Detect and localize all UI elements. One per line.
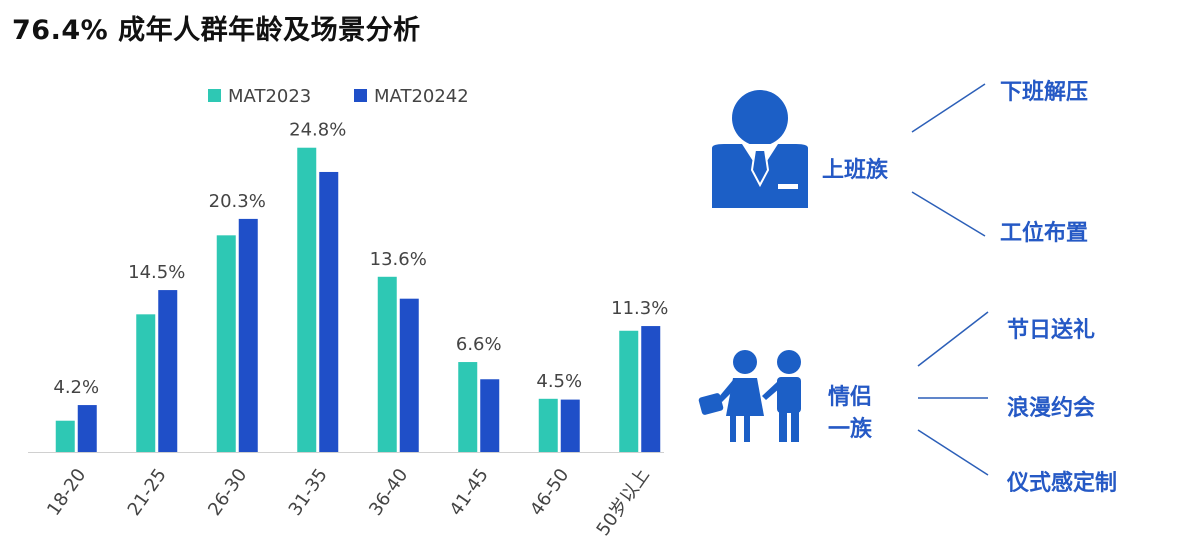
bar-mat20242-7 <box>560 399 580 452</box>
couple-icon <box>698 350 801 442</box>
scene-holiday-gifts: 节日送礼 <box>1007 318 1096 343</box>
data-label-4: 24.8% <box>289 120 346 141</box>
data-label-1: 4.2% <box>53 377 99 398</box>
bar-mat20242-3 <box>238 218 258 452</box>
scene-romantic-date: 浪漫约会 <box>1007 396 1096 421</box>
bar-mat2023-4 <box>297 147 317 452</box>
bar-mat2023-6 <box>458 362 478 452</box>
data-label-8: 11.3% <box>611 298 668 319</box>
page-title: 76.4% 成年人群年龄及场景分析 <box>12 15 421 46</box>
bar-mat2023-7 <box>538 398 558 452</box>
bar-mat20242-6 <box>480 379 500 452</box>
scene-after-work-relief: 下班解压 <box>1000 80 1089 105</box>
legend-swatch-1 <box>208 89 221 102</box>
bar-mat2023-2 <box>136 314 156 452</box>
bar-mat2023-5 <box>377 276 397 452</box>
connector-lines <box>911 83 989 476</box>
data-label-6: 6.6% <box>456 334 502 355</box>
bar-mat2023-8 <box>619 330 639 452</box>
bar-chart: MAT2023 MAT202424.2%18-2014.5%21-2520.3%2… <box>28 86 668 540</box>
data-label-7: 4.5% <box>536 371 582 392</box>
couple-label-line1: 情侣 <box>828 385 873 410</box>
bar-mat20242-4 <box>319 171 339 452</box>
legend-label-2: MAT20242 <box>374 86 469 107</box>
bar-mat2023-3 <box>216 235 236 452</box>
data-label-5: 13.6% <box>370 249 427 270</box>
bar-mat20242-5 <box>399 298 419 452</box>
data-label-3: 20.3% <box>209 191 266 212</box>
couple-label: 情侣 一族 <box>828 382 872 446</box>
legend-label-1: MAT2023 <box>228 86 311 107</box>
bar-mat20242-2 <box>158 290 178 452</box>
bar-mat2023-1 <box>55 420 75 452</box>
bar-mat20242-1 <box>77 405 97 452</box>
legend-swatch-2 <box>354 89 367 102</box>
scene-workstation-decor: 工位布置 <box>1000 221 1089 246</box>
couple-label-line2: 一族 <box>828 417 873 442</box>
scene-ritual-custom: 仪式感定制 <box>1007 471 1118 496</box>
data-label-2: 14.5% <box>128 262 185 283</box>
office-worker-icon <box>712 90 808 208</box>
office-worker-label: 上班族 <box>822 158 889 183</box>
bar-mat20242-8 <box>641 326 661 452</box>
